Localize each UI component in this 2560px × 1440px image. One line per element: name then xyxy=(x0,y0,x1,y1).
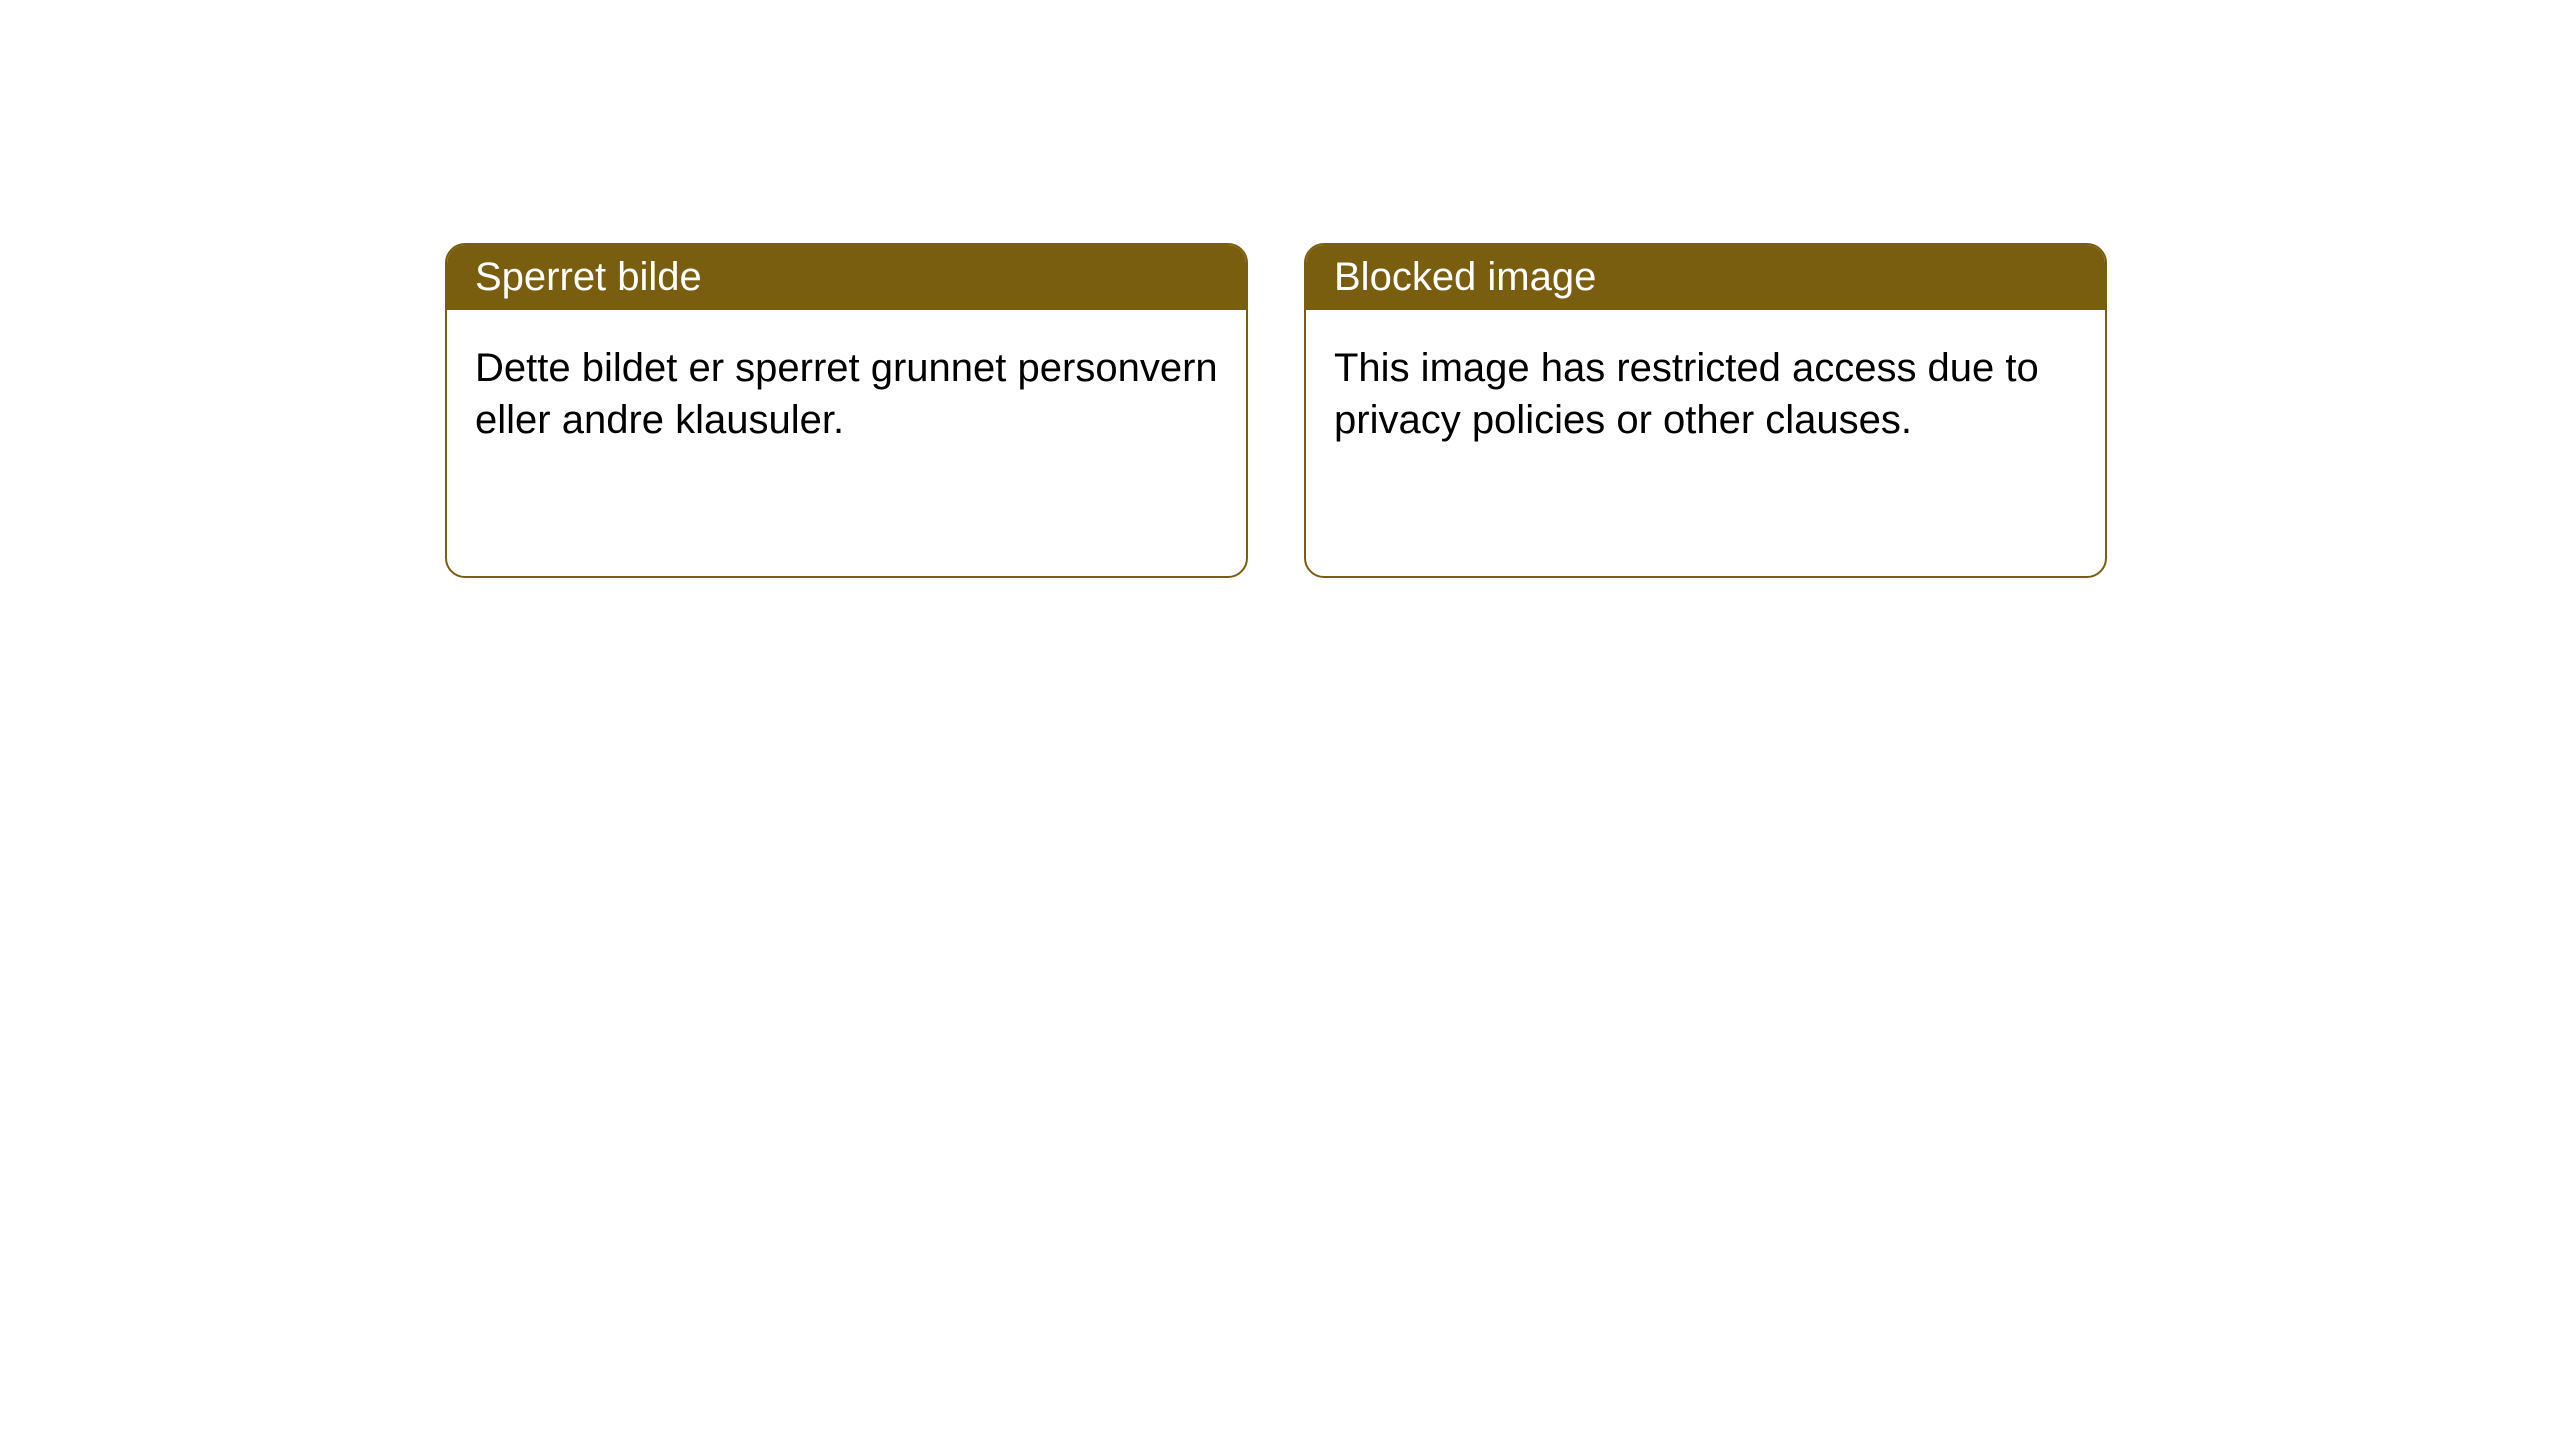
notice-title-norwegian: Sperret bilde xyxy=(475,255,702,299)
notice-header-english: Blocked image xyxy=(1306,245,2105,310)
notice-text-english: This image has restricted access due to … xyxy=(1334,346,2039,442)
notice-card-norwegian: Sperret bilde Dette bildet er sperret gr… xyxy=(445,243,1248,578)
notice-body-english: This image has restricted access due to … xyxy=(1306,310,2105,478)
notice-container: Sperret bilde Dette bildet er sperret gr… xyxy=(445,243,2107,578)
notice-title-english: Blocked image xyxy=(1334,255,1596,299)
notice-header-norwegian: Sperret bilde xyxy=(447,245,1246,310)
notice-text-norwegian: Dette bildet er sperret grunnet personve… xyxy=(475,346,1218,442)
notice-card-english: Blocked image This image has restricted … xyxy=(1304,243,2107,578)
notice-body-norwegian: Dette bildet er sperret grunnet personve… xyxy=(447,310,1246,478)
